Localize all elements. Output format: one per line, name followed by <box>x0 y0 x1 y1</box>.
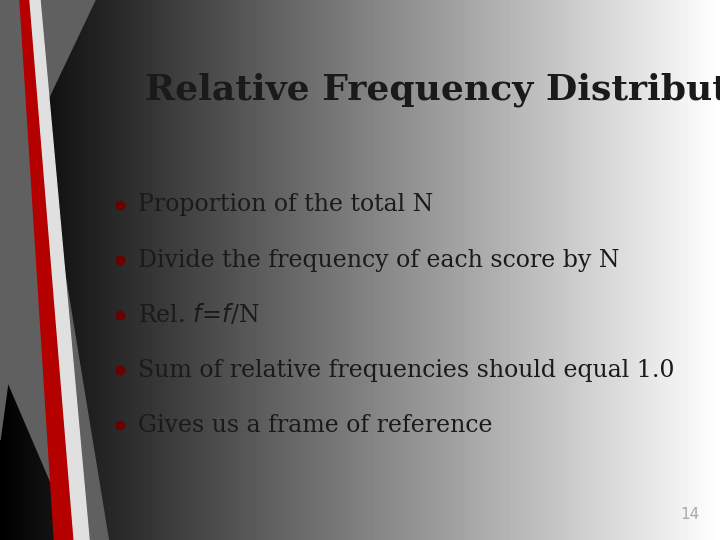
Polygon shape <box>0 0 95 200</box>
Text: Relative Frequency Distribution: Relative Frequency Distribution <box>145 73 720 107</box>
Text: Proportion of the total N: Proportion of the total N <box>138 193 433 217</box>
Text: Sum of relative frequencies should equal 1.0: Sum of relative frequencies should equal… <box>138 359 675 381</box>
Text: Rel. $f\!=\!f$/N: Rel. $f\!=\!f$/N <box>138 302 260 327</box>
Polygon shape <box>20 0 75 540</box>
Polygon shape <box>30 0 90 540</box>
Polygon shape <box>0 0 60 440</box>
Text: 14: 14 <box>680 507 700 522</box>
Polygon shape <box>0 0 110 540</box>
Text: Divide the frequency of each score by N: Divide the frequency of each score by N <box>138 248 619 272</box>
Text: Gives us a frame of reference: Gives us a frame of reference <box>138 414 492 436</box>
